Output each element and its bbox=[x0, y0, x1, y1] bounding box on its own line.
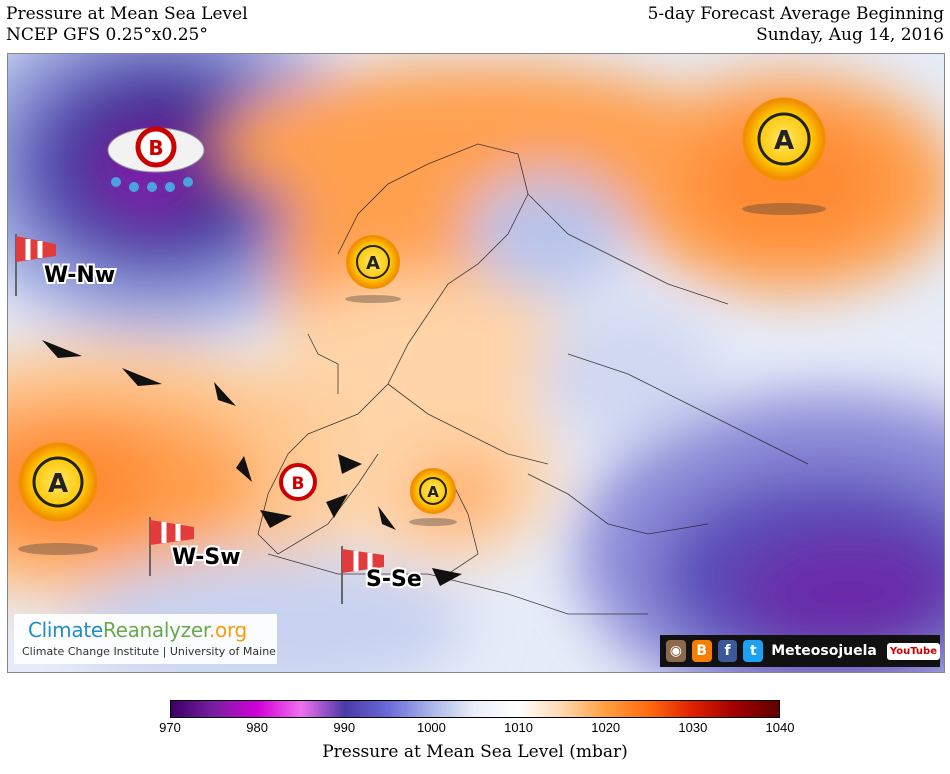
wind-label-w-nw: W-Nw bbox=[44, 263, 115, 288]
windsock-west-icon bbox=[149, 517, 194, 576]
svg-text:A: A bbox=[427, 483, 439, 501]
logo-subtitle: Climate Change Institute | University of… bbox=[22, 645, 276, 658]
forecast-date: Sunday, Aug 14, 2016 bbox=[756, 25, 944, 45]
climate-reanalyzer-logo bbox=[14, 614, 277, 664]
wind-arrows bbox=[42, 340, 462, 586]
colorbar-tick: 1010 bbox=[504, 720, 534, 735]
high-pressure-azores: A bbox=[18, 442, 98, 555]
svg-text:B: B bbox=[292, 474, 305, 494]
svg-text:A: A bbox=[366, 253, 380, 274]
social-name: Meteosojuela bbox=[771, 643, 877, 659]
wind-label-s-se: S-Se bbox=[366, 567, 422, 592]
logo-title: ClimateReanalyzer.org bbox=[28, 618, 247, 642]
svg-text:A: A bbox=[48, 469, 68, 499]
instagram-icon[interactable]: ◉ bbox=[666, 640, 686, 662]
colorbar-tick: 1040 bbox=[765, 720, 795, 735]
high-pressure-scandinavia: A bbox=[345, 235, 401, 303]
social-bar: ◉ B f t Meteosojuela YouTube bbox=[660, 635, 940, 667]
pressure-field: B A A A A B bbox=[8, 54, 944, 672]
high-pressure-russia: A bbox=[742, 97, 826, 215]
forecast-period: 5-day Forecast Average Beginning bbox=[647, 4, 944, 24]
svg-text:A: A bbox=[774, 126, 794, 156]
colorbar-tick: 1020 bbox=[591, 720, 621, 735]
colorbar-label: Pressure at Mean Sea Level (mbar) bbox=[322, 742, 628, 762]
low-pressure-iberia: B bbox=[279, 463, 317, 501]
colorbar-tick: 1000 bbox=[416, 720, 446, 735]
twitter-icon[interactable]: t bbox=[743, 640, 764, 662]
svg-text:B: B bbox=[148, 136, 163, 160]
blogger-icon[interactable]: B bbox=[691, 640, 712, 662]
facebook-icon[interactable]: f bbox=[717, 640, 738, 662]
colorbar-tick: 970 bbox=[159, 720, 181, 735]
wind-label-w-sw: W-Sw bbox=[172, 545, 241, 570]
colorbar bbox=[170, 700, 780, 718]
coastlines bbox=[257, 143, 809, 615]
colorbar-tick: 990 bbox=[333, 720, 356, 735]
model-name: NCEP GFS 0.25°x0.25° bbox=[6, 25, 208, 45]
colorbar-tick: 1030 bbox=[678, 720, 708, 735]
pressure-map: B A A A A B bbox=[7, 53, 945, 673]
windsock-south-icon bbox=[341, 546, 384, 604]
windsock-north-icon bbox=[15, 234, 56, 296]
low-pressure-iceland: B bbox=[107, 126, 205, 192]
high-pressure-italy: A bbox=[409, 468, 457, 526]
youtube-icon[interactable]: YouTube bbox=[886, 642, 940, 660]
colorbar-tick: 980 bbox=[246, 720, 268, 735]
map-title: Pressure at Mean Sea Level bbox=[6, 4, 248, 24]
